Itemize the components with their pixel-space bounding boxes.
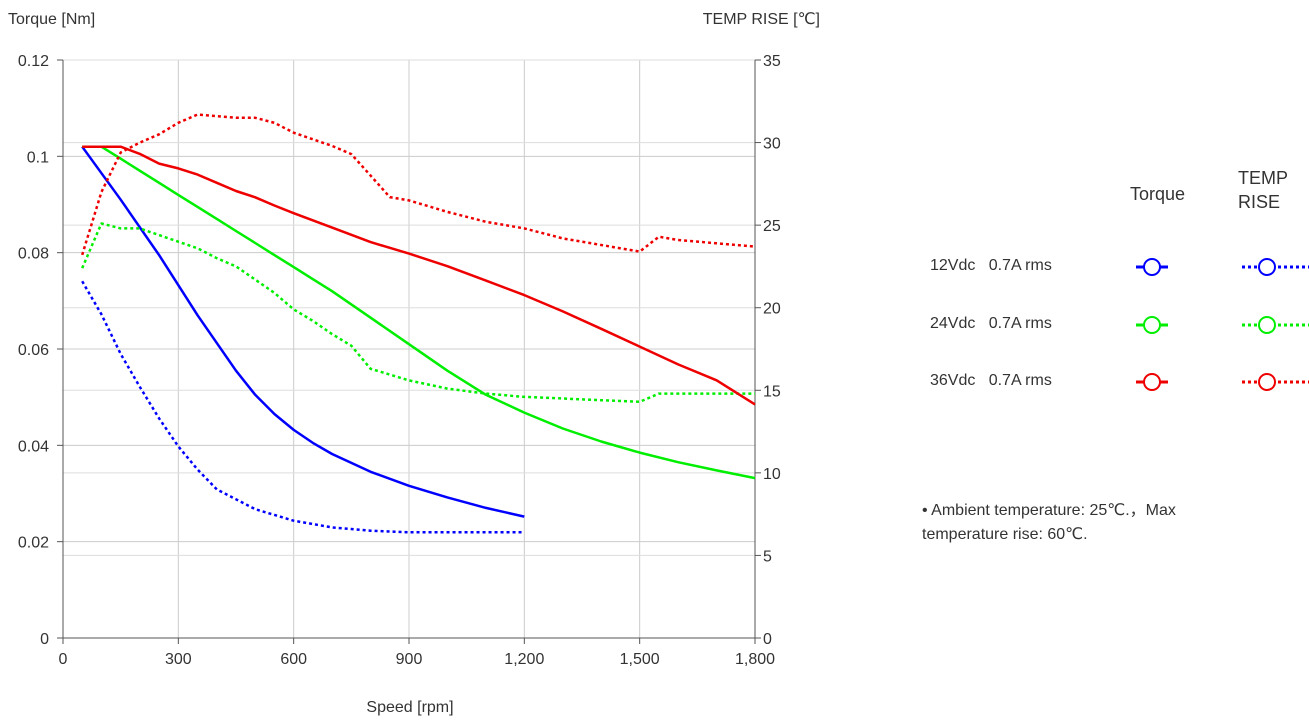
y-right-tick-label: 10 — [763, 466, 781, 483]
legend-swatch-torque-marker — [1143, 373, 1161, 391]
x-tick-label: 1,500 — [620, 651, 660, 668]
y-left-tick-label: 0.1 — [27, 149, 49, 166]
series-line-24vdc-temp-rise — [81, 222, 755, 404]
legend-row-label-12v: 12Vdc 0.7A rms — [930, 257, 1052, 274]
axes: 0 300 600 900 1,200 1,500 1,80000.020.040.060.… — [18, 53, 781, 668]
legend-row-label-24v: 24Vdc 0.7A rms — [930, 315, 1052, 332]
x-tick-label: 600 — [280, 651, 307, 668]
legend-swatch-temp-marker — [1258, 316, 1276, 334]
legend-swatch-temp-marker — [1258, 373, 1276, 391]
legend: Torque TEMP RISE 12Vdc 0.7A rms 24Vdc 0.… — [900, 160, 1309, 410]
legend-header-temp: TEMP RISE — [1238, 168, 1289, 212]
y-left-tick-label: 0.06 — [18, 342, 49, 359]
x-tick-label: 900 — [396, 651, 423, 668]
y-left-tick-label: 0.04 — [18, 438, 49, 455]
legend-swatch-torque-marker — [1143, 258, 1161, 276]
legend-swatches — [1136, 258, 1309, 391]
y-left-tick-label: 0.08 — [18, 246, 49, 263]
y-right-tick-label: 30 — [763, 136, 781, 153]
series-line-12vdc-torque — [81, 145, 525, 518]
grid — [62, 59, 756, 639]
x-tick-label: 1,800 — [735, 651, 775, 668]
series-line-36vdc-torque — [82, 145, 756, 406]
y-right-axis-title: TEMP RISE [℃] — [703, 11, 820, 28]
x-tick-label: 0 — [59, 651, 68, 668]
series-lines — [81, 113, 756, 534]
legend-header-torque: Torque — [1130, 184, 1186, 204]
x-tick-label: 300 — [165, 651, 192, 668]
legend-row-label-36v: 36Vdc 0.7A rms — [930, 372, 1052, 389]
y-left-tick-label: 0 — [40, 631, 49, 648]
y-right-tick-label: 25 — [763, 218, 781, 235]
legend-swatch-temp-marker — [1258, 258, 1276, 276]
ambient-note: • Ambient temperature: 25℃.，Max temperat… — [922, 502, 1176, 543]
y-left-tick-label: 0.12 — [18, 53, 49, 70]
y-right-tick-label: 5 — [763, 548, 772, 565]
series-line-36vdc-temp-rise — [81, 113, 756, 256]
legend-swatch-torque-marker — [1143, 316, 1161, 334]
x-tick-label: 1,200 — [504, 651, 544, 668]
series-line-12vdc-temp-rise — [81, 280, 525, 534]
y-left-tick-label: 0.02 — [18, 535, 49, 552]
y-right-tick-label: 0 — [763, 631, 772, 648]
y-left-axis-title: Torque [Nm] — [8, 11, 95, 28]
y-right-tick-label: 35 — [763, 53, 781, 70]
x-axis-title: Speed [rpm] — [366, 699, 453, 716]
y-right-tick-label: 20 — [763, 301, 781, 318]
y-right-tick-label: 15 — [763, 383, 781, 400]
series-line-24vdc-torque — [82, 145, 756, 480]
chart-canvas: 0 300 600 900 1,200 1,500 1,80000.020.040.060.… — [8, 11, 820, 716]
